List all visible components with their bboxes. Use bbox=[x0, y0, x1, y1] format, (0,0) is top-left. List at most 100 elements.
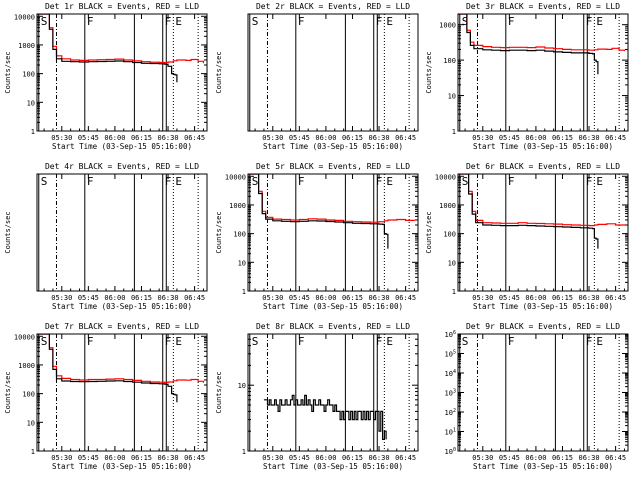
events-series-line bbox=[263, 394, 387, 440]
data-layer bbox=[249, 334, 410, 451]
y-tick-label: 100 bbox=[22, 71, 35, 79]
time-marker-label: F bbox=[87, 335, 94, 348]
x-tick-label: 05:45 bbox=[78, 454, 99, 462]
x-tick-label: 06:15 bbox=[552, 134, 573, 142]
data-layer bbox=[248, 174, 416, 291]
x-tick-label: 06:00 bbox=[525, 454, 546, 462]
y-axis-label: Counts/sec bbox=[425, 51, 433, 93]
plot-frame bbox=[457, 333, 629, 452]
y-tick-label: 1000 bbox=[439, 22, 456, 30]
time-marker-label: F bbox=[586, 335, 593, 348]
y-tick-label: 100 bbox=[233, 231, 246, 239]
time-marker-label: F bbox=[298, 335, 305, 348]
time-marker-label: F bbox=[508, 15, 515, 28]
x-tick-label: 06:15 bbox=[342, 294, 363, 302]
x-tick-label: 06:45 bbox=[395, 294, 416, 302]
time-marker-label: S bbox=[41, 15, 48, 28]
time-marker-label: S bbox=[462, 175, 469, 188]
time-marker-label: F bbox=[165, 175, 172, 188]
y-tick-label: 100 bbox=[445, 447, 456, 456]
time-marker-label: E bbox=[386, 15, 393, 28]
x-tick-label: 05:30 bbox=[51, 454, 72, 462]
y-tick-label: 1 bbox=[242, 448, 246, 456]
x-tick-label: 05:45 bbox=[289, 454, 310, 462]
time-marker-label: E bbox=[386, 175, 393, 188]
x-tick-label: 06:45 bbox=[605, 294, 626, 302]
time-marker-label: F bbox=[165, 15, 172, 28]
time-marker-label: E bbox=[175, 15, 182, 28]
plot-frame bbox=[36, 173, 208, 292]
panel-title: Det 8r BLACK = Events, RED = LLD bbox=[256, 322, 410, 331]
y-tick-label: 1000 bbox=[18, 42, 35, 50]
plot-frame bbox=[247, 173, 419, 292]
x-tick-label: 06:15 bbox=[131, 134, 152, 142]
x-tick-label: 06:30 bbox=[158, 294, 179, 302]
y-tick-label: 10 bbox=[238, 382, 246, 390]
time-marker-label: F bbox=[376, 15, 383, 28]
time-marker-label: F bbox=[586, 15, 593, 28]
x-tick-label: 06:45 bbox=[184, 294, 205, 302]
panel-title: Det 3r BLACK = Events, RED = LLD bbox=[466, 2, 620, 11]
x-axis-label: Start Time (03-Sep-15 05:16:00) bbox=[263, 142, 403, 151]
y-axis-label: Counts/sec bbox=[4, 371, 12, 413]
y-axis-label: Counts/sec bbox=[215, 211, 223, 253]
y-tick-label: 1 bbox=[452, 288, 456, 296]
x-tick-label: 06:45 bbox=[605, 134, 626, 142]
y-tick-label: 10000 bbox=[435, 173, 456, 181]
events-series-line bbox=[458, 174, 599, 249]
events-series-line bbox=[37, 334, 178, 403]
time-marker-label: S bbox=[462, 335, 469, 348]
x-tick-label: 05:30 bbox=[472, 454, 493, 462]
y-tick-label: 105 bbox=[445, 350, 456, 359]
panel-title: Det 5r BLACK = Events, RED = LLD bbox=[256, 162, 410, 171]
time-marker-label: F bbox=[87, 15, 94, 28]
time-marker-label: F bbox=[298, 15, 305, 28]
panel-title: Det 7r BLACK = Events, RED = LLD bbox=[45, 322, 199, 331]
plot-frame bbox=[457, 173, 629, 292]
x-axis-label: Start Time (03-Sep-15 05:16:00) bbox=[263, 302, 403, 311]
y-tick-label: 1 bbox=[452, 128, 456, 136]
x-tick-label: 06:30 bbox=[158, 454, 179, 462]
x-tick-label: 06:30 bbox=[579, 134, 600, 142]
time-marker-label: S bbox=[41, 335, 48, 348]
y-tick-label: 102 bbox=[445, 408, 456, 417]
panel-title: Det 1r BLACK = Events, RED = LLD bbox=[45, 2, 199, 11]
data-layer bbox=[459, 334, 620, 451]
panel-title: Det 4r BLACK = Events, RED = LLD bbox=[45, 162, 199, 171]
x-tick-label: 06:00 bbox=[525, 134, 546, 142]
y-tick-label: 103 bbox=[445, 389, 456, 398]
x-tick-label: 05:30 bbox=[51, 294, 72, 302]
x-axis-label: Start Time (03-Sep-15 05:16:00) bbox=[52, 142, 192, 151]
time-marker-label: S bbox=[252, 335, 259, 348]
y-tick-label: 106 bbox=[445, 330, 456, 339]
x-tick-label: 06:00 bbox=[104, 134, 125, 142]
x-tick-label: 06:30 bbox=[369, 134, 390, 142]
x-tick-label: 05:45 bbox=[499, 294, 520, 302]
panel-title: Det 9r BLACK = Events, RED = LLD bbox=[466, 322, 620, 331]
lld-series-line bbox=[458, 14, 626, 52]
x-tick-label: 06:15 bbox=[552, 454, 573, 462]
y-axis-label: Counts/sec bbox=[215, 51, 223, 93]
events-series-line bbox=[37, 14, 178, 83]
y-tick-label: 10 bbox=[27, 99, 35, 107]
x-tick-label: 06:45 bbox=[395, 134, 416, 142]
time-marker-label: F bbox=[165, 335, 172, 348]
time-marker-label: E bbox=[175, 175, 182, 188]
x-tick-label: 06:00 bbox=[315, 134, 336, 142]
x-tick-label: 05:30 bbox=[262, 134, 283, 142]
x-tick-label: 06:30 bbox=[369, 294, 390, 302]
x-tick-label: 05:30 bbox=[262, 294, 283, 302]
time-marker-label: S bbox=[41, 175, 48, 188]
time-marker-label: F bbox=[508, 175, 515, 188]
x-tick-label: 06:00 bbox=[525, 294, 546, 302]
time-marker-label: S bbox=[252, 175, 259, 188]
y-tick-label: 100 bbox=[443, 57, 456, 65]
plot-frame bbox=[36, 333, 208, 452]
time-marker-label: F bbox=[87, 175, 94, 188]
x-axis-label: Start Time (03-Sep-15 05:16:00) bbox=[473, 302, 613, 311]
time-marker-label: E bbox=[386, 335, 393, 348]
plot-frame bbox=[247, 13, 419, 132]
x-axis-label: Start Time (03-Sep-15 05:16:00) bbox=[473, 462, 613, 471]
